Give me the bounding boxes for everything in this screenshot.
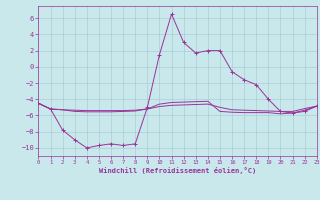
X-axis label: Windchill (Refroidissement éolien,°C): Windchill (Refroidissement éolien,°C) <box>99 167 256 174</box>
